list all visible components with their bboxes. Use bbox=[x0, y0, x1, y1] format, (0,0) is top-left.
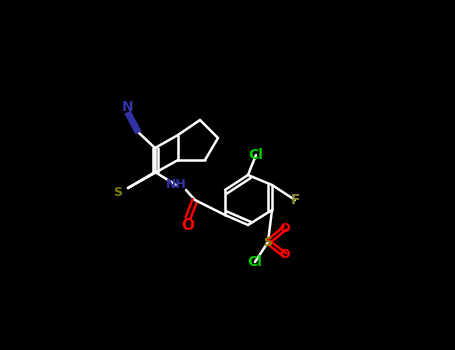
Text: S: S bbox=[113, 187, 122, 199]
Text: Cl: Cl bbox=[248, 255, 263, 269]
Text: O: O bbox=[182, 217, 194, 232]
Text: F: F bbox=[290, 193, 300, 207]
Text: NH: NH bbox=[166, 178, 187, 191]
Text: O: O bbox=[280, 248, 290, 261]
Text: O: O bbox=[280, 222, 290, 235]
Text: Cl: Cl bbox=[248, 148, 263, 162]
Text: S: S bbox=[263, 236, 273, 248]
Text: N: N bbox=[122, 100, 134, 114]
